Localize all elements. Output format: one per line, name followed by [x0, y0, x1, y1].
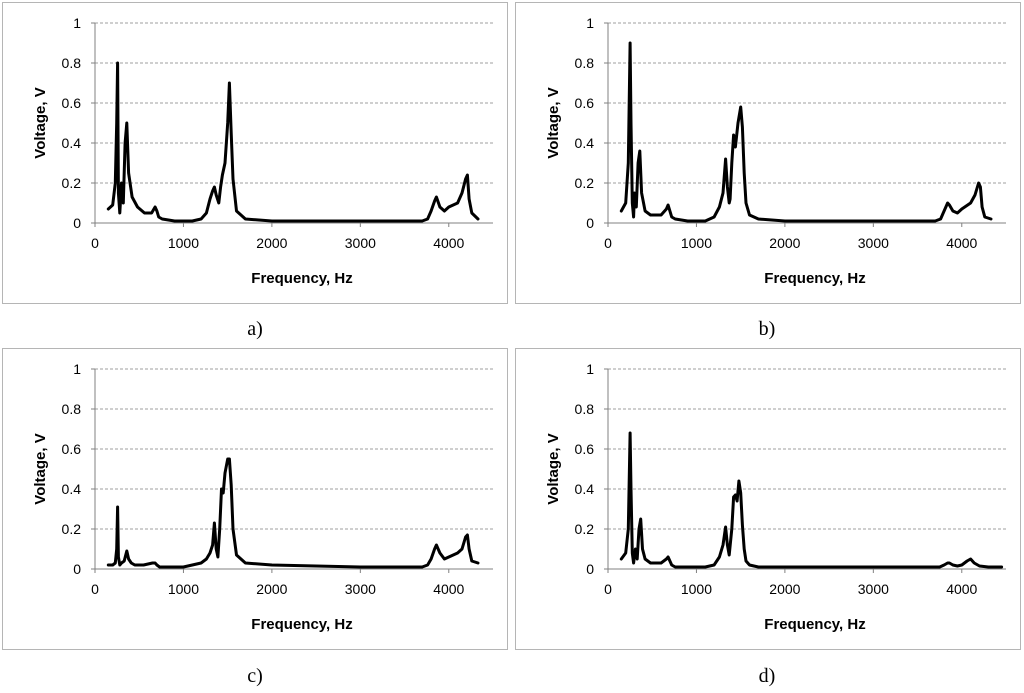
- x-axis-title: Frequency, Hz: [251, 616, 352, 633]
- x-tick-label: 3000: [345, 235, 376, 251]
- x-tick-label: 3000: [858, 235, 889, 251]
- chart-d-svg: 0 0.2 0.4 0.6 0.8 1 0 1000 2000 3000 4000 Frequency…: [545, 361, 1006, 633]
- y-tick-label: 1: [586, 15, 594, 31]
- x-tick-label: 1000: [168, 581, 199, 597]
- x-tick-label: 3000: [345, 581, 376, 597]
- y-axis-title: Voltage, V: [32, 87, 49, 158]
- chart-c-svg: 0 0.2 0.4 0.6 0.8 1 0 1000 2000 3000 4000 Frequency…: [32, 361, 493, 633]
- chart-panel-d: 0 0.2 0.4 0.6 0.8 1 0 1000 2000 3000 4000 Frequency…: [515, 348, 1021, 650]
- x-tick-label: 2000: [769, 581, 800, 597]
- caption-b: b): [758, 318, 776, 340]
- y-tick-label: 0.4: [62, 481, 82, 497]
- x-tick-label: 4000: [433, 581, 464, 597]
- x-tick-label: 4000: [946, 235, 977, 251]
- series-line-d: [619, 431, 1004, 569]
- y-tick-label: 1: [73, 361, 81, 377]
- y-tick-label: 0.8: [62, 55, 82, 71]
- x-tick-label: 1000: [681, 235, 712, 251]
- x-tick-label: 0: [91, 581, 99, 597]
- series-line-a: [106, 61, 480, 223]
- caption-a: a): [247, 318, 263, 340]
- y-tick-label: 0: [73, 561, 81, 577]
- y-tick-label: 0.6: [575, 441, 595, 457]
- y-tick-label: 0.8: [575, 55, 595, 71]
- chart-a-svg: 0 0.2 0.4 0.6 0.8 1 0 1000 2000 3000 4000 Frequency…: [32, 15, 493, 287]
- x-tick-label: 1000: [168, 235, 199, 251]
- series-line-b: [619, 41, 993, 223]
- x-tick-label: 4000: [946, 581, 977, 597]
- y-tick-label: 0.2: [575, 175, 595, 191]
- x-axis-title: Frequency, Hz: [251, 270, 352, 287]
- y-tick-label: 0: [73, 215, 81, 231]
- y-tick-label: 0: [586, 215, 594, 231]
- x-tick-label: 4000: [433, 235, 464, 251]
- x-tick-label: 1000: [681, 581, 712, 597]
- y-tick-label: 0.8: [62, 401, 82, 417]
- y-axis-title: Voltage, V: [545, 87, 562, 158]
- y-axis-title: Voltage, V: [32, 433, 49, 504]
- x-axis-title: Frequency, Hz: [764, 270, 865, 287]
- x-axis-title: Frequency, Hz: [764, 616, 865, 633]
- caption-c: c): [247, 665, 263, 687]
- y-tick-label: 1: [73, 15, 81, 31]
- y-tick-label: 0.6: [575, 95, 595, 111]
- x-tick-label: 2000: [256, 235, 287, 251]
- chart-panel-b: 0 0.2 0.4 0.6 0.8 1 0 1000 2000 3000 4000 Frequency…: [515, 2, 1021, 304]
- chart-panel-a: 0 0.2 0.4 0.6 0.8 1 0 1000 2000 3000 4000 Frequency…: [2, 2, 508, 304]
- y-tick-label: 0.8: [575, 401, 595, 417]
- y-tick-label: 0.4: [62, 135, 82, 151]
- chart-b-svg: 0 0.2 0.4 0.6 0.8 1 0 1000 2000 3000 4000 Frequency…: [545, 15, 1006, 287]
- y-tick-label: 0.6: [62, 441, 82, 457]
- y-tick-label: 0.6: [62, 95, 82, 111]
- x-tick-label: 2000: [256, 581, 287, 597]
- x-tick-label: 2000: [769, 235, 800, 251]
- y-tick-label: 0: [586, 561, 594, 577]
- y-tick-label: 0.2: [62, 175, 82, 191]
- y-axis-title: Voltage, V: [545, 433, 562, 504]
- x-tick-label: 0: [604, 581, 612, 597]
- y-tick-label: 1: [586, 361, 594, 377]
- x-tick-label: 0: [91, 235, 99, 251]
- y-tick-label: 0.2: [575, 521, 595, 537]
- caption-d: d): [758, 665, 776, 687]
- y-tick-label: 0.2: [62, 521, 82, 537]
- y-tick-label: 0.4: [575, 481, 595, 497]
- y-tick-label: 0.4: [575, 135, 595, 151]
- x-tick-label: 3000: [858, 581, 889, 597]
- series-line-c: [106, 457, 480, 569]
- chart-panel-c: 0 0.2 0.4 0.6 0.8 1 0 1000 2000 3000 4000 Frequency…: [2, 348, 508, 650]
- x-tick-label: 0: [604, 235, 612, 251]
